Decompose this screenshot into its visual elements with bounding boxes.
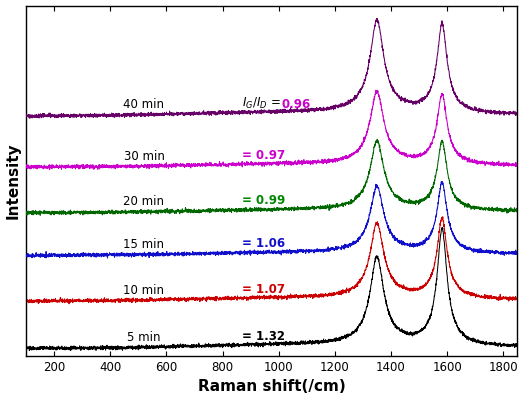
Text: 5 min: 5 min <box>127 331 161 344</box>
Text: = 0.97: = 0.97 <box>242 149 285 162</box>
Text: 30 min: 30 min <box>124 150 165 162</box>
Text: 15 min: 15 min <box>124 238 165 251</box>
Text: = 0.99: = 0.99 <box>242 194 286 208</box>
Text: = 1.06: = 1.06 <box>242 237 285 250</box>
Text: = 1.32: = 1.32 <box>242 330 285 343</box>
Text: 0.96: 0.96 <box>281 98 311 111</box>
Text: $I_G$/$I_D$ =: $I_G$/$I_D$ = <box>242 96 282 111</box>
Text: 20 min: 20 min <box>124 195 165 208</box>
Text: 10 min: 10 min <box>124 284 165 296</box>
Text: 40 min: 40 min <box>124 98 165 112</box>
Text: = 1.07: = 1.07 <box>242 283 285 296</box>
X-axis label: Raman shift(/cm): Raman shift(/cm) <box>198 380 346 394</box>
Y-axis label: Intensity: Intensity <box>6 142 21 219</box>
